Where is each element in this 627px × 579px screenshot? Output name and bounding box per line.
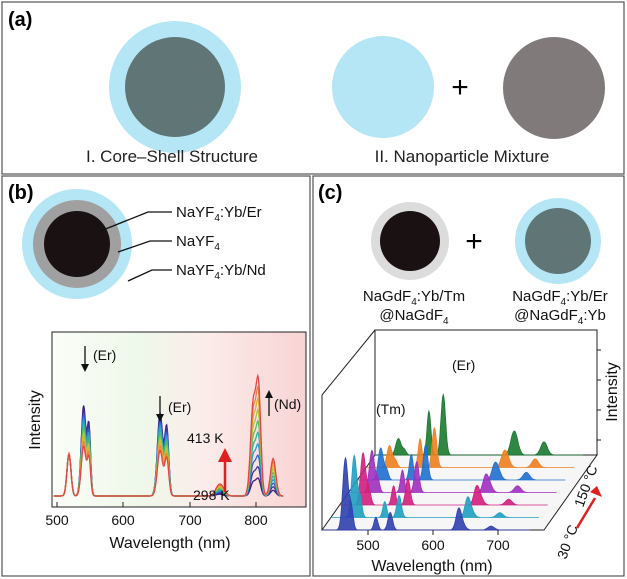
- plus-sign-c: +: [465, 225, 483, 258]
- leader-line-outer: [127, 269, 172, 282]
- chart-b-xtick: 700: [178, 512, 202, 528]
- layered-particle-core: [44, 211, 110, 277]
- tm-particle-label-1: NaGdF4:Yb/Tm: [363, 288, 465, 308]
- annotation-nd: (Nd): [274, 396, 301, 412]
- waterfall-spectrum: [366, 426, 575, 468]
- panel-a-frame: [1, 1, 625, 175]
- chart-b-xtick: 500: [45, 512, 69, 528]
- core-shell-particle-core: [125, 37, 225, 137]
- chart-b-ylabel: Intensity: [27, 390, 44, 450]
- annotation-413k: 413 K: [187, 430, 224, 446]
- annotation-tm: (Tm): [376, 401, 406, 417]
- waterfall-spectrum: [375, 392, 583, 456]
- chart-c-xtick: 600: [421, 537, 445, 553]
- panel-c-frame: [312, 175, 625, 577]
- layer-label-outer: NaYF4:Yb/Nd: [176, 262, 266, 282]
- waterfall-spectrum: [322, 456, 530, 531]
- chart-b-xtick: 600: [111, 512, 135, 528]
- chart-c-spectra: [322, 392, 583, 531]
- gray-particle: [503, 37, 605, 139]
- chart-b: 500 600 700 800 Wavelength (nm) Intensit…: [27, 331, 307, 552]
- panel-b-label: (b): [8, 182, 34, 204]
- er-particle-core: [525, 208, 591, 274]
- spectrum-curve: [53, 373, 284, 497]
- leader-line-middle: [117, 240, 172, 253]
- caption-mixture: II. Nanoparticle Mixture: [375, 147, 550, 166]
- chart-c: Intensity 500 600 700 Wavelength (nm) (T…: [321, 329, 621, 575]
- layer-label-middle: NaYF4: [176, 233, 220, 253]
- annotation-298k: 298 K: [193, 487, 230, 503]
- chart-b-spectra: [53, 373, 284, 497]
- chart-c-xlabel: Wavelength (nm): [371, 558, 492, 575]
- annotation-er-1: (Er): [93, 347, 116, 363]
- er-particle-label-1: NaGdF4:Yb/Er: [512, 288, 608, 308]
- annotation-30c: 30 °C: [554, 523, 581, 562]
- leader-line-core: [97, 211, 172, 233]
- annotation-er-2: (Er): [168, 399, 191, 415]
- chart-c-xtick: 500: [356, 537, 380, 553]
- chart-c-ylabel: Intensity: [604, 362, 621, 422]
- panel-b-frame: [1, 175, 311, 577]
- chart-c-back-wall: [374, 329, 598, 456]
- tm-particle-label-2: @NaGdF4: [379, 307, 449, 327]
- er-particle-label-2: @NaGdF4:Yb: [514, 307, 606, 327]
- plus-sign-a: +: [451, 71, 469, 104]
- panel-a-label: (a): [8, 9, 32, 31]
- chart-b-plot-area: [51, 331, 307, 508]
- panel-c-label: (c): [318, 182, 342, 204]
- tm-particle-core: [380, 211, 440, 271]
- layer-label-core: NaYF4:Yb/Er: [176, 204, 262, 224]
- annotation-er: (Er): [452, 357, 475, 373]
- shell-only-particle: [332, 36, 434, 138]
- caption-core-shell: I. Core–Shell Structure: [86, 147, 258, 166]
- chart-b-xtick: 800: [244, 512, 268, 528]
- waterfall-spectrum: [357, 443, 566, 481]
- chart-c-xtick: 700: [486, 537, 510, 553]
- waterfall-spectrum: [348, 449, 557, 493]
- chart-b-xlabel: Wavelength (nm): [109, 535, 230, 552]
